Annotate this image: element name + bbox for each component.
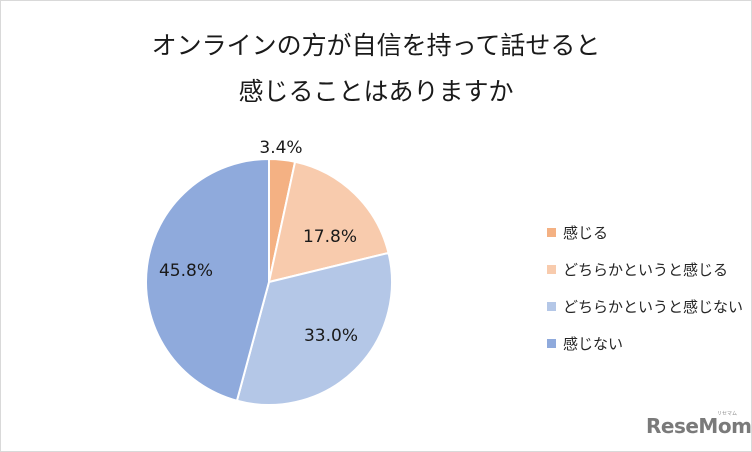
slice-value-label: 17.8% [302, 227, 358, 247]
pie-slice-4 [145, 157, 270, 402]
chart-title-line-2: 感じることはありますか [238, 77, 514, 106]
legend-label: 感じない [563, 335, 624, 353]
legend-item-dochiraka-kanjiru: どちらかというと感じる [545, 251, 743, 288]
slice-value-label: 45.8% [158, 261, 214, 281]
legend-swatch [547, 302, 556, 311]
pie-slice-3 [235, 251, 393, 406]
chart-legend: 感じる どちらかというと感じる どちらかというと感じない 感じない [545, 214, 743, 362]
legend-swatch [547, 339, 556, 348]
legend-swatch [547, 265, 556, 274]
legend-item-kanjiru: 感じる [545, 214, 743, 251]
legend-swatch [547, 228, 556, 237]
slice-value-label: 33.0% [303, 326, 359, 346]
chart-title-line-1: オンラインの方が自信を持って話せると [151, 31, 601, 60]
legend-item-kanjinai: 感じない [545, 325, 743, 362]
legend-item-dochiraka-kanjinai: どちらかというと感じない [545, 288, 743, 325]
resemom-logo: ReseMom [646, 414, 752, 438]
slice-value-label: 3.4% [259, 138, 303, 158]
legend-label: どちらかというと感じる [563, 261, 729, 279]
legend-label: どちらかというと感じない [563, 298, 744, 316]
pie-slice-2 [267, 160, 390, 284]
legend-label: 感じる [563, 224, 609, 242]
resemom-logo-subtext: リセマム [717, 411, 738, 417]
